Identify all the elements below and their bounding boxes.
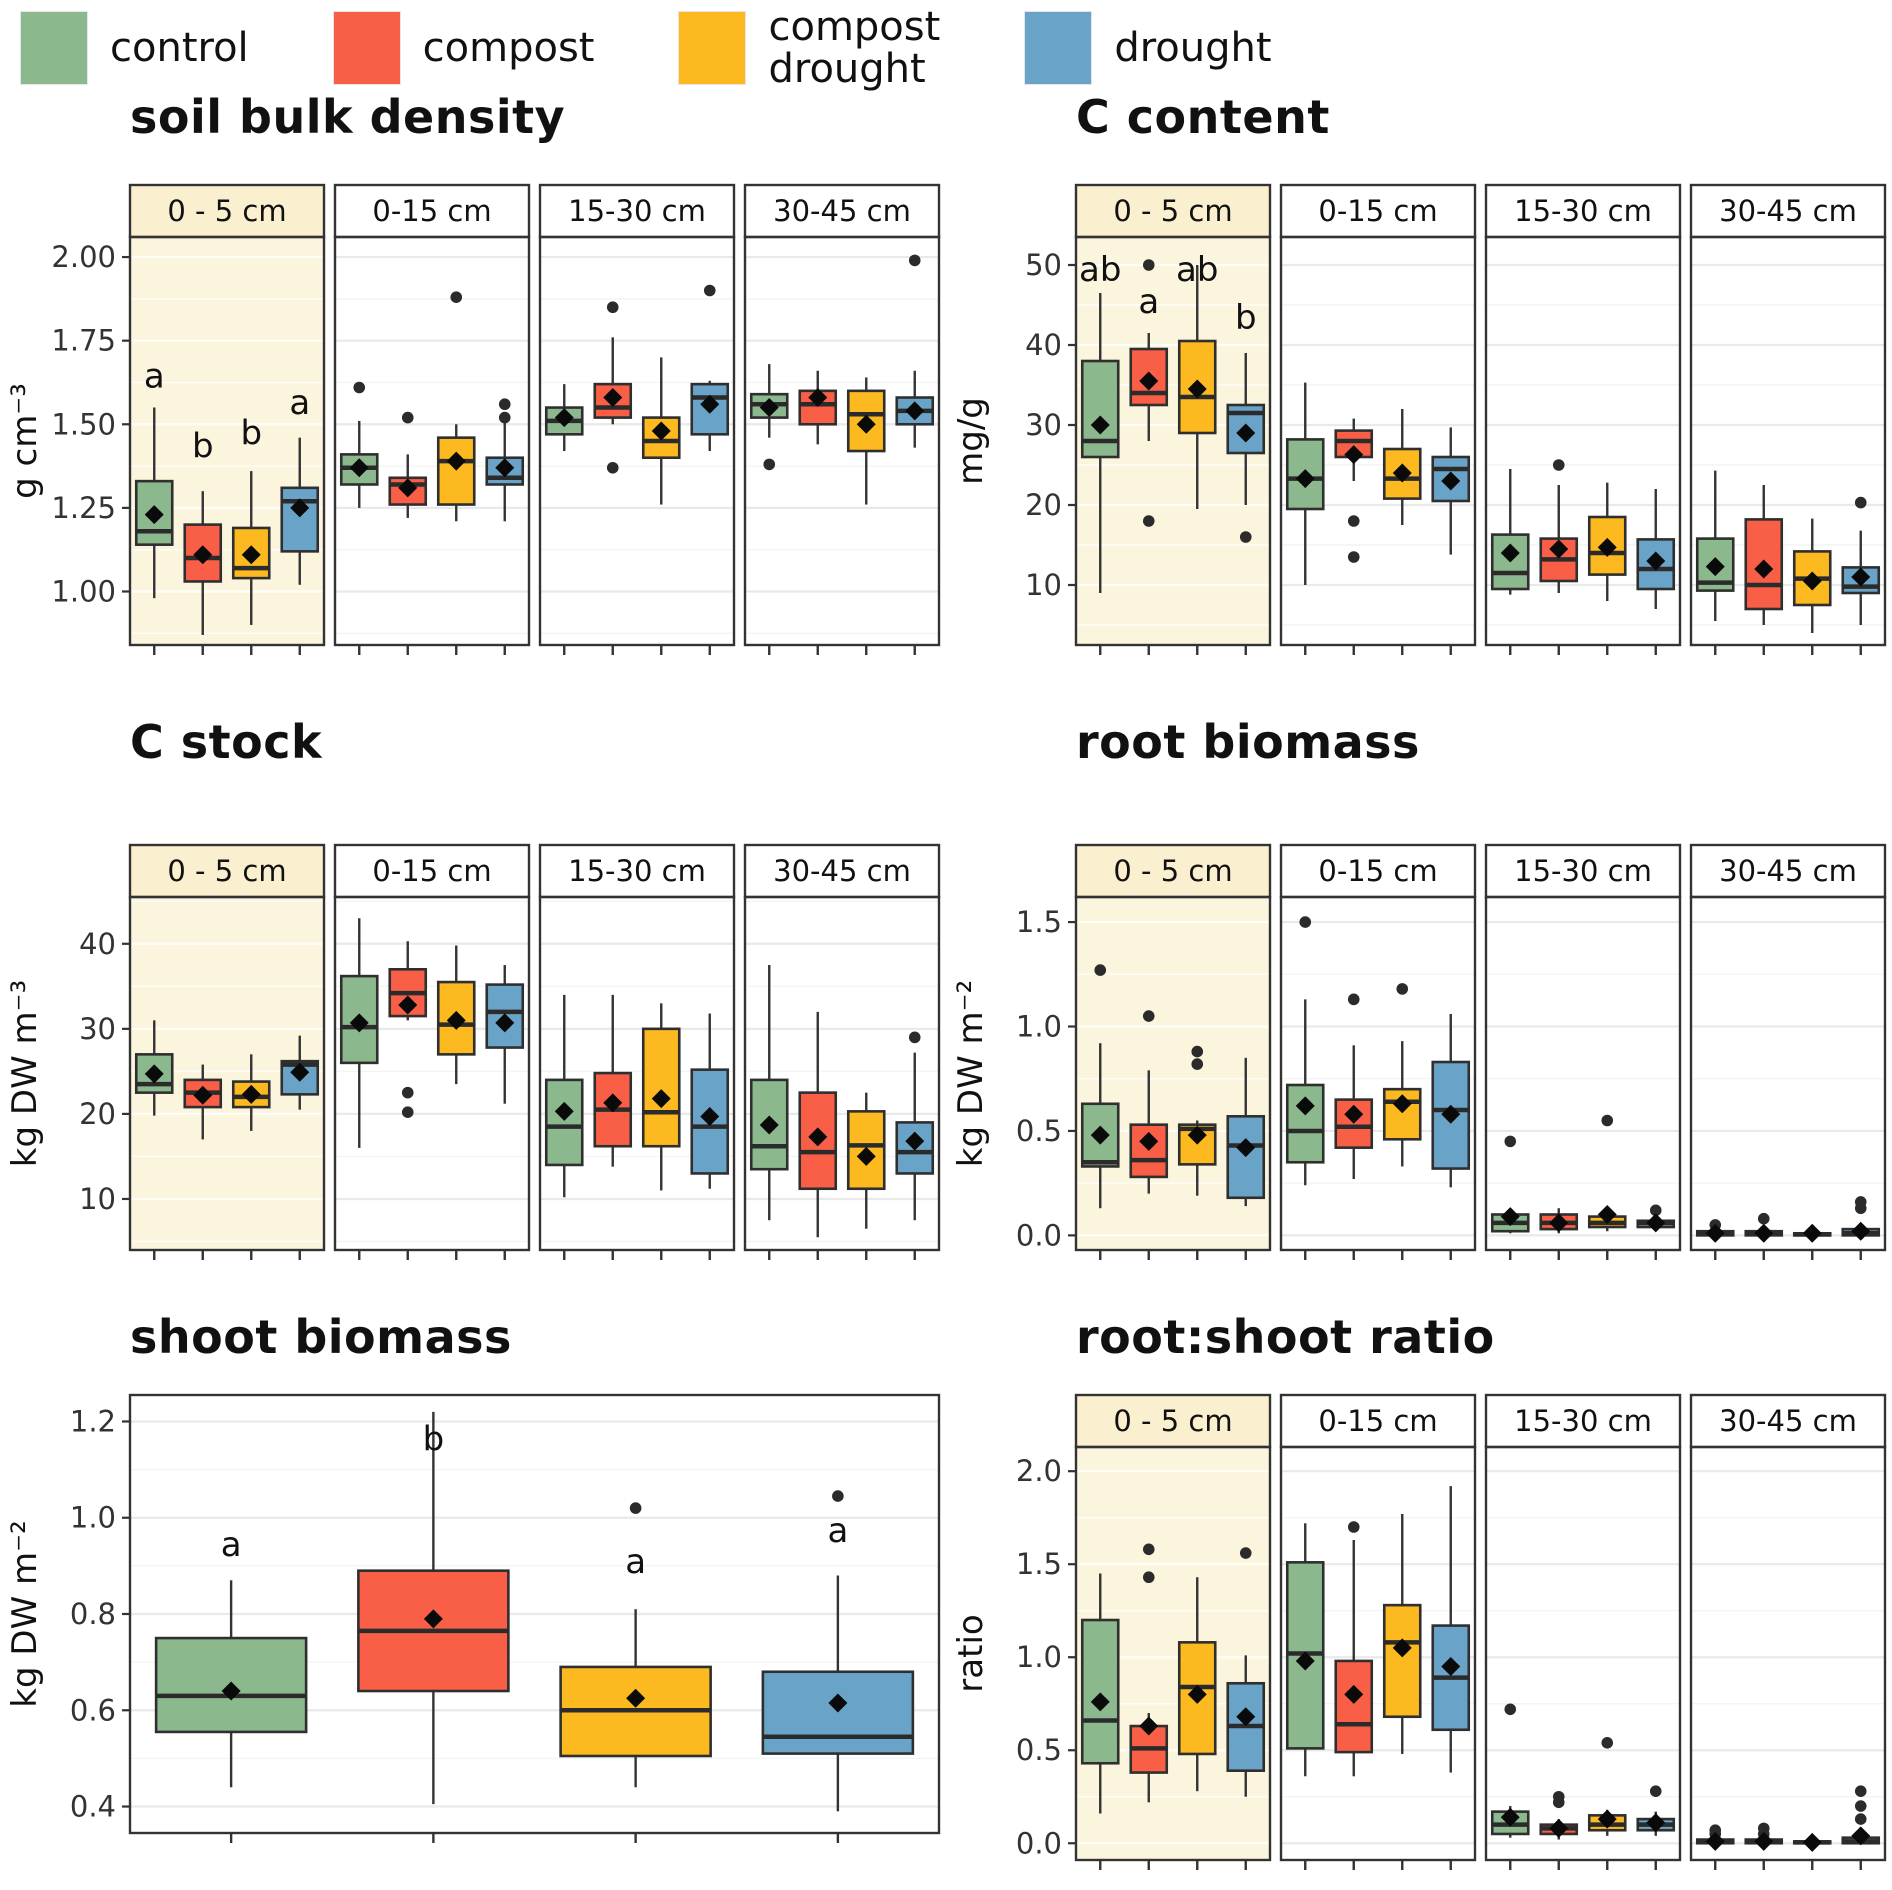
- legend-item-control: control: [20, 11, 249, 85]
- legend-label-compost: compost: [422, 25, 595, 71]
- svg-text:a: a: [625, 1542, 646, 1582]
- svg-text:1.75: 1.75: [51, 324, 116, 358]
- boxplot-shoot-biomass: 0.4 0.6 0.8 1.0 1.2 kg DW m⁻² a b a a: [5, 1393, 941, 1843]
- svg-text:0.8: 0.8: [70, 1597, 116, 1631]
- legend: control compost compost drought drought: [20, 6, 1272, 90]
- chart-title: root:shoot ratio: [1076, 1310, 1495, 1364]
- svg-text:15-30 cm: 15-30 cm: [1514, 1404, 1652, 1438]
- chart-c-content: C content 10 20 30 40 50 mg/g 0 - 5 cm ab a ab b 0-…: [946, 90, 1892, 665]
- chart-title: C content: [1076, 90, 1330, 144]
- svg-text:1.50: 1.50: [51, 407, 116, 441]
- chart-c-stock: C stock 10 20 30 40 kg DW m⁻³ 0 - 5 cm 0-15 cm…: [0, 715, 946, 1265]
- svg-text:15-30 cm: 15-30 cm: [568, 854, 706, 888]
- boxplot-c-stock: 10 20 30 40 kg DW m⁻³ 0 - 5 cm 0-15 cm 15-30 cm…: [5, 843, 941, 1260]
- svg-text:0 - 5 cm: 0 - 5 cm: [1113, 854, 1232, 888]
- svg-text:30-45 cm: 30-45 cm: [1719, 854, 1857, 888]
- svg-text:1.0: 1.0: [1016, 1010, 1062, 1044]
- svg-text:15-30 cm: 15-30 cm: [1514, 854, 1652, 888]
- legend-item-compost-drought: compost drought: [678, 6, 940, 90]
- legend-label-compost-drought: compost drought: [768, 4, 941, 92]
- legend-label-control: control: [110, 25, 249, 71]
- svg-text:b: b: [423, 1419, 445, 1459]
- boxplot-root-biomass: 0.0 0.5 1.0 1.5 kg DW m⁻² 0 - 5 cm 0-15 cm 15-3…: [951, 843, 1887, 1260]
- svg-text:kg DW m⁻²: kg DW m⁻²: [951, 980, 991, 1167]
- compost-drought-swatch: [678, 11, 747, 85]
- svg-text:1.5: 1.5: [1016, 1547, 1062, 1581]
- svg-text:30: 30: [1025, 408, 1062, 442]
- svg-text:1.5: 1.5: [1016, 905, 1062, 939]
- svg-text:1.2: 1.2: [70, 1404, 116, 1438]
- svg-text:a: a: [827, 1511, 848, 1551]
- svg-text:1.25: 1.25: [51, 491, 116, 525]
- svg-text:0 - 5 cm: 0 - 5 cm: [1113, 1404, 1232, 1438]
- svg-text:0-15 cm: 0-15 cm: [372, 854, 491, 888]
- legend-label-drought: drought: [1114, 25, 1272, 71]
- svg-text:30: 30: [79, 1012, 116, 1046]
- chart-title: soil bulk density: [130, 90, 566, 144]
- chart-root-biomass: root biomass 0.0 0.5 1.0 1.5 kg DW m⁻² 0 - 5 …: [946, 715, 1892, 1265]
- svg-text:40: 40: [79, 927, 116, 961]
- svg-text:a: a: [289, 383, 310, 423]
- svg-text:15-30 cm: 15-30 cm: [1514, 194, 1652, 228]
- control-swatch: [20, 11, 88, 85]
- chart-title: root biomass: [1076, 715, 1420, 769]
- svg-text:mg/g: mg/g: [951, 397, 991, 485]
- svg-text:b: b: [240, 413, 262, 453]
- svg-text:0 - 5 cm: 0 - 5 cm: [1113, 194, 1232, 228]
- svg-text:0.0: 0.0: [1016, 1826, 1062, 1860]
- svg-text:0 - 5 cm: 0 - 5 cm: [167, 854, 286, 888]
- svg-text:0.5: 0.5: [1016, 1114, 1062, 1148]
- svg-text:15-30 cm: 15-30 cm: [568, 194, 706, 228]
- svg-text:30-45 cm: 30-45 cm: [1719, 194, 1857, 228]
- svg-text:0.6: 0.6: [70, 1693, 116, 1727]
- svg-text:2.00: 2.00: [51, 240, 116, 274]
- svg-text:a: a: [1138, 282, 1159, 322]
- svg-text:0-15 cm: 0-15 cm: [1318, 854, 1437, 888]
- chart-title: C stock: [130, 715, 323, 769]
- boxplot-root-shoot-ratio: 0.0 0.5 1.0 1.5 2.0 ratio 0 - 5 cm 0-15 cm 15-30…: [951, 1393, 1887, 1870]
- drought-swatch: [1024, 11, 1093, 85]
- svg-text:ab: ab: [1176, 250, 1218, 290]
- svg-text:0-15 cm: 0-15 cm: [1318, 194, 1437, 228]
- svg-text:0.0: 0.0: [1016, 1218, 1062, 1252]
- legend-item-compost: compost: [332, 11, 595, 85]
- svg-text:0.4: 0.4: [70, 1790, 116, 1824]
- svg-text:2.0: 2.0: [1016, 1454, 1062, 1488]
- svg-text:0-15 cm: 0-15 cm: [372, 194, 491, 228]
- compost-swatch: [332, 11, 401, 85]
- chart-root-shoot-ratio: root:shoot ratio 0.0 0.5 1.0 1.5 2.0 ratio 0 -…: [946, 1310, 1892, 1885]
- svg-text:ratio: ratio: [951, 1614, 991, 1692]
- svg-text:20: 20: [79, 1097, 116, 1131]
- svg-text:0 - 5 cm: 0 - 5 cm: [167, 194, 286, 228]
- svg-text:30-45 cm: 30-45 cm: [1719, 1404, 1857, 1438]
- svg-text:20: 20: [1025, 488, 1062, 522]
- svg-text:a: a: [221, 1525, 242, 1565]
- chart-soil-bulk-density: soil bulk density 1.00 1.25 1.50 1.75 2.00 g …: [0, 90, 946, 665]
- svg-text:ab: ab: [1079, 250, 1121, 290]
- svg-text:50: 50: [1025, 248, 1062, 282]
- svg-text:g cm⁻³: g cm⁻³: [5, 383, 45, 499]
- svg-text:kg DW m⁻³: kg DW m⁻³: [5, 980, 45, 1167]
- svg-text:kg DW m⁻²: kg DW m⁻²: [5, 1520, 45, 1707]
- svg-text:1.0: 1.0: [1016, 1640, 1062, 1674]
- svg-text:10: 10: [79, 1182, 116, 1216]
- svg-text:1.00: 1.00: [51, 574, 116, 608]
- svg-text:b: b: [1235, 298, 1257, 338]
- svg-text:0.5: 0.5: [1016, 1733, 1062, 1767]
- chart-shoot-biomass: shoot biomass 0.4 0.6 0.8 1.0 1.2 kg DW m⁻² a b…: [0, 1310, 946, 1885]
- svg-text:b: b: [192, 427, 214, 467]
- svg-text:0-15 cm: 0-15 cm: [1318, 1404, 1437, 1438]
- svg-text:10: 10: [1025, 568, 1062, 602]
- svg-text:40: 40: [1025, 328, 1062, 362]
- legend-item-drought: drought: [1024, 11, 1272, 85]
- svg-text:30-45 cm: 30-45 cm: [773, 194, 911, 228]
- svg-text:a: a: [144, 356, 165, 396]
- svg-text:30-45 cm: 30-45 cm: [773, 854, 911, 888]
- svg-text:1.0: 1.0: [70, 1501, 116, 1535]
- chart-title: shoot biomass: [130, 1310, 512, 1364]
